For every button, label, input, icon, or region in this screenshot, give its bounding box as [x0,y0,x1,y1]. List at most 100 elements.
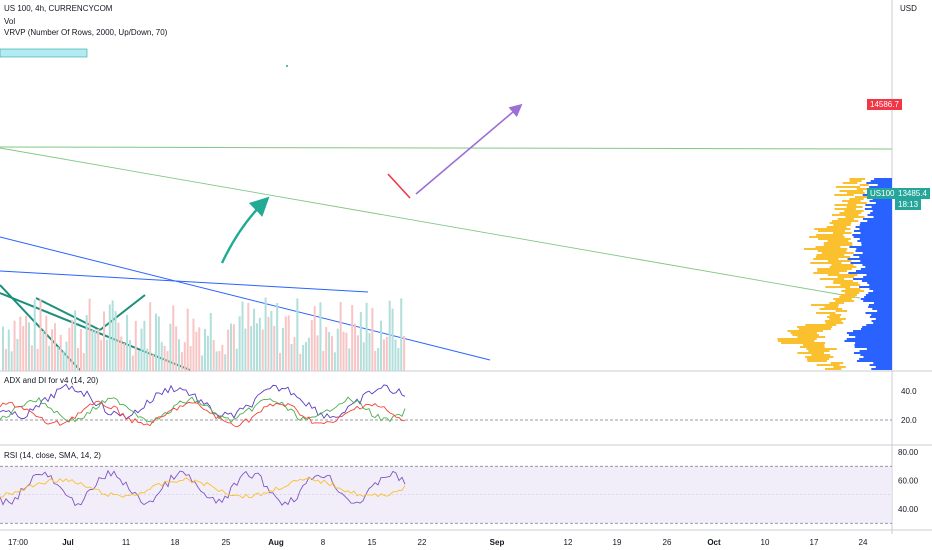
volume-profile-bar [867,214,892,216]
volume-profile-bar [834,194,854,196]
vrvp-legend[interactable]: VRVP (Number Of Rows, 2000, Up/Down, 70) [4,28,168,37]
volume-profile-bar [859,350,892,352]
volume-profile-bar [829,222,852,224]
volume-profile-bar [869,288,892,290]
volume-profile-bar [846,192,865,194]
rsi-signal-line [0,477,406,499]
volume-bar [146,348,149,371]
x-tick-label: 10 [761,538,770,547]
volume-bar [351,304,354,371]
volume-bar [33,299,36,371]
volume-bar [97,328,100,371]
volume-profile-bar [873,290,892,292]
volume-profile-bar [859,286,892,288]
x-tick-label: 22 [418,538,427,547]
volume-profile-bar [850,262,892,264]
volume-bar [105,339,108,371]
volume-bar [305,342,308,371]
volume-bar [229,323,232,371]
volume-profile-bar [849,180,862,182]
volume-profile-bar [853,278,892,280]
volume-bar [204,328,207,371]
volume-bar [258,317,261,371]
volume-profile-bar [856,188,872,190]
volume-bar [328,331,331,371]
volume-bar [30,345,33,371]
volume-bar [16,338,19,371]
volume-profile-bar [842,182,858,184]
volume-bar [206,335,209,371]
volume-profile-bar [859,238,892,240]
vol-legend[interactable]: Vol [4,17,16,26]
volume-bar [79,328,82,371]
volume-profile-bar [797,336,826,338]
volume-profile-bar [869,200,892,202]
volume-profile-bar [863,276,892,278]
symbol-legend[interactable]: US 100, 4h, CURRENCYCOM [4,4,113,13]
volume-bar [255,323,258,371]
volume-profile-bar [825,322,844,324]
volume-bar [267,316,270,371]
volume-profile-bar [864,208,892,210]
volume-bar [19,316,22,371]
trend-line-blue [0,270,369,293]
countdown-tag: 18:13 [895,199,922,210]
volume-bar [36,348,39,371]
volume-profile-bar [830,362,844,364]
volume-profile-bar [859,228,892,230]
volume-profile-bar [792,334,819,336]
volume-bar [154,313,157,371]
volume-bar [330,336,333,371]
volume-profile-bar [866,324,892,326]
volume-profile-bar [817,270,847,272]
volume-profile-bar [844,340,892,342]
x-tick-label: 11 [122,538,131,547]
volume-bar [56,346,59,371]
volume-bar [212,339,215,371]
volume-profile-bar [810,262,842,264]
volume-bar [149,302,152,371]
volume-profile-bar [847,258,892,260]
volume-bar [273,325,276,371]
volume-bar [310,320,313,371]
volume-bar [333,352,336,371]
volume-profile-bar [873,302,892,304]
volume-bar [307,337,310,371]
volume-profile-bar [815,256,851,258]
volume-profile-bar [861,244,892,246]
volume-profile-bar [865,312,892,314]
volume-profile-bar [872,308,892,310]
volume-profile-bar [813,272,840,274]
volume-bar [108,304,111,371]
volume-profile-bar [859,256,892,258]
rsi-tick-label: 60.00 [898,477,919,486]
x-tick-label: Jul [62,538,74,547]
volume-profile-bar [834,208,856,210]
volume-bar [42,330,45,371]
volume-profile-bar [859,358,892,360]
volume-bar [39,298,42,371]
volume-profile-bar [866,182,892,184]
volume-bar [25,315,28,371]
rsi-legend[interactable]: RSI (14, close, SMA, 14, 2) [4,451,101,460]
volume-bar [209,312,212,371]
volume-bar [74,310,77,371]
volume-profile-bar [825,368,842,370]
teal-dot [286,65,288,67]
volume-profile-bar [868,292,892,294]
volume-profile-bar [847,202,867,204]
volume-bar [336,328,339,371]
volume-bar [2,326,5,371]
adx-legend[interactable]: ADX and DI for v4 (14, 20) [4,376,99,385]
volume-bar [7,329,10,371]
volume-profile-bar [859,184,869,186]
volume-profile-bar [855,342,892,344]
volume-profile-bar [869,316,892,318]
volume-profile-bar [862,218,892,220]
volume-bar [166,351,169,371]
volume-bar [322,350,325,371]
volume-profile-bar [817,230,845,232]
volume-profile-bar [869,284,892,286]
currency-label: USD [900,4,917,13]
